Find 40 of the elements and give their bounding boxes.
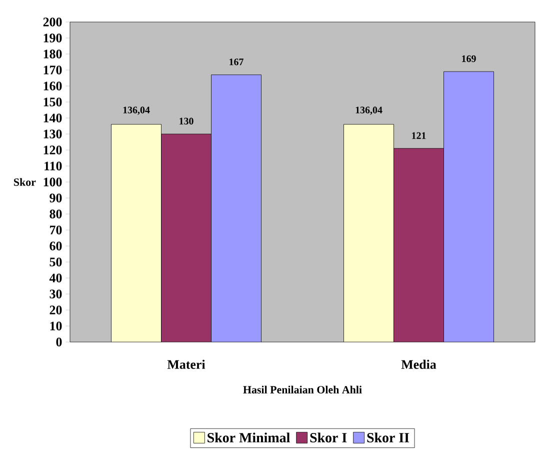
data-label: 121 <box>412 132 426 139</box>
y-tick-label: 80 <box>50 210 62 218</box>
x-tick-label: Media <box>401 360 436 369</box>
x-axis-title: Hasil Penilaian Oleh Ahli <box>243 386 362 394</box>
data-label: 167 <box>230 58 244 66</box>
y-tick-label: 100 <box>44 178 62 186</box>
y-tick-label: 130 <box>44 130 62 138</box>
bar <box>344 124 394 342</box>
y-tick-label: 70 <box>50 226 62 234</box>
legend-label: Skor Minimal <box>208 432 290 442</box>
y-tick-label: 110 <box>44 162 62 170</box>
y-tick-label: 90 <box>50 194 62 202</box>
legend-label: Skor I <box>310 432 347 442</box>
y-tick-label: 190 <box>44 34 62 42</box>
y-tick-label: 40 <box>49 274 62 282</box>
bar <box>444 71 494 342</box>
bar <box>394 148 444 342</box>
data-label: 136,04 <box>123 106 150 115</box>
y-axis-title: Skor <box>14 178 36 186</box>
y-tick-label: 0 <box>56 338 62 346</box>
y-tick-label: 20 <box>50 306 62 314</box>
y-tick-label: 160 <box>44 82 62 90</box>
data-label: 130 <box>180 118 194 124</box>
x-tick-label: Materi <box>167 360 206 369</box>
y-tick-label: 170 <box>44 66 62 74</box>
y-tick-label: 30 <box>50 290 62 298</box>
bar <box>211 74 262 342</box>
data-label: 136,04 <box>356 106 382 115</box>
y-tick-label: 150 <box>44 98 62 106</box>
bar <box>161 134 212 342</box>
bar <box>111 124 162 342</box>
y-tick-label: 200 <box>43 18 62 26</box>
y-tick-label: 50 <box>50 258 62 266</box>
data-label: 169 <box>462 55 476 62</box>
legend-label: Skor II <box>367 432 410 442</box>
y-tick-label: 10 <box>50 322 62 330</box>
y-tick-label: 180 <box>44 50 62 58</box>
y-tick-label: 60 <box>50 242 62 250</box>
y-tick-label: 140 <box>44 114 62 122</box>
y-tick-label: 120 <box>44 146 62 154</box>
